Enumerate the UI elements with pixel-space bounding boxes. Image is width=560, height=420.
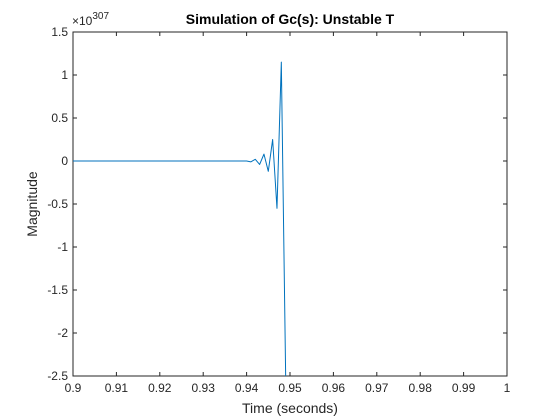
- chart-title: Simulation of Gc(s): Unstable T: [186, 11, 395, 27]
- x-axis: 0.9 0.91 0.92 0.93 0.94 0.95 0.96 0.97 0.98 0.99 1: [65, 32, 511, 395]
- y-tick-label: -0.5: [47, 197, 68, 211]
- line-layer: [73, 61, 287, 377]
- x-tick-label: 0.93: [192, 381, 216, 395]
- y-tick-label: -1.5: [47, 283, 68, 297]
- x-tick-label: 0.94: [235, 381, 259, 395]
- x-tick-label: 0.91: [105, 381, 129, 395]
- y-axis-label: Magnitude: [24, 171, 40, 237]
- x-axis-label: Time (seconds): [242, 400, 338, 416]
- y-tick-label: 1.5: [51, 25, 68, 39]
- y-tick-label: 0.5: [51, 111, 68, 125]
- plot-area: [72, 31, 508, 377]
- x-tick-label: 0.99: [452, 381, 476, 395]
- x-tick-label: 0.92: [148, 381, 172, 395]
- y-tick-label: -2.5: [47, 369, 68, 383]
- y-tick-label: -1: [57, 240, 68, 254]
- y-tick-label: -2: [57, 326, 68, 340]
- x-tick-label: 1: [504, 381, 511, 395]
- x-tick-label: 0.95: [278, 381, 302, 395]
- x-tick-label: 0.97: [365, 381, 389, 395]
- y-tick-label: 1: [61, 68, 68, 82]
- y-exponent-label: ×10307: [72, 11, 109, 28]
- x-tick-label: 0.98: [409, 381, 433, 395]
- series-line: [73, 61, 287, 377]
- y-tick-label: 0: [61, 154, 68, 168]
- y-axis: 1.5 1 0.5 0 -0.5 -1 -1.5 -2 -2.5: [47, 25, 507, 383]
- x-tick-label: 0.96: [322, 381, 346, 395]
- x-tick-label: 0.9: [65, 381, 82, 395]
